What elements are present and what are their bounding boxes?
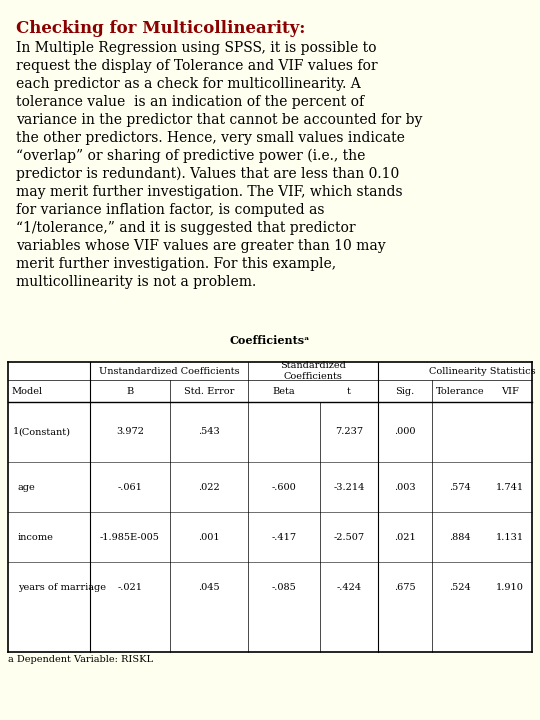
- Text: predictor is redundant). Values that are less than 0.10: predictor is redundant). Values that are…: [16, 167, 399, 181]
- Text: In Multiple Regression using SPSS, it is possible to: In Multiple Regression using SPSS, it is…: [16, 41, 376, 55]
- Text: (Constant): (Constant): [18, 428, 70, 436]
- Text: 7.237: 7.237: [335, 428, 363, 436]
- Text: Std. Error: Std. Error: [184, 387, 234, 395]
- Text: .022: .022: [198, 482, 220, 492]
- Text: -.417: -.417: [272, 533, 296, 541]
- Text: “overlap” or sharing of predictive power (i.e., the: “overlap” or sharing of predictive power…: [16, 149, 366, 163]
- Text: the other predictors. Hence, very small values indicate: the other predictors. Hence, very small …: [16, 131, 405, 145]
- Text: -.600: -.600: [272, 482, 296, 492]
- Text: Standardized
Coefficients: Standardized Coefficients: [280, 361, 346, 381]
- Text: .021: .021: [394, 533, 416, 541]
- Bar: [8, 362, 532, 652]
- Text: “1/tolerance,” and it is suggested that predictor: “1/tolerance,” and it is suggested that …: [16, 221, 356, 235]
- Text: -.424: -.424: [336, 582, 362, 592]
- Text: Coefficientsᵃ: Coefficientsᵃ: [230, 335, 310, 346]
- Text: Unstandardized Coefficients: Unstandardized Coefficients: [99, 366, 239, 376]
- Text: .001: .001: [198, 533, 220, 541]
- Text: -.085: -.085: [272, 582, 296, 592]
- Text: age: age: [18, 482, 36, 492]
- Text: years of marriage: years of marriage: [18, 582, 106, 592]
- Text: income: income: [18, 533, 54, 541]
- Text: .045: .045: [198, 582, 220, 592]
- Text: .543: .543: [198, 428, 220, 436]
- Text: Sig.: Sig.: [395, 387, 415, 395]
- Text: .884: .884: [449, 533, 471, 541]
- Text: -2.507: -2.507: [333, 533, 365, 541]
- Text: 1.910: 1.910: [496, 582, 524, 592]
- Text: 1: 1: [13, 428, 19, 436]
- Text: .000: .000: [394, 428, 416, 436]
- Text: -3.214: -3.214: [333, 482, 365, 492]
- Text: VIF: VIF: [501, 387, 519, 395]
- Text: Collinearity Statistics: Collinearity Statistics: [429, 366, 535, 376]
- Text: variables whose VIF values are greater than 10 may: variables whose VIF values are greater t…: [16, 239, 386, 253]
- Text: multicollinearity is not a problem.: multicollinearity is not a problem.: [16, 275, 256, 289]
- Text: Tolerance: Tolerance: [436, 387, 484, 395]
- Text: request the display of Tolerance and VIF values for: request the display of Tolerance and VIF…: [16, 59, 377, 73]
- Text: may merit further investigation. The VIF, which stands: may merit further investigation. The VIF…: [16, 185, 403, 199]
- Text: variance in the predictor that cannot be accounted for by: variance in the predictor that cannot be…: [16, 113, 422, 127]
- Text: Beta: Beta: [273, 387, 295, 395]
- Text: .675: .675: [394, 582, 416, 592]
- Text: .524: .524: [449, 582, 471, 592]
- Text: -1.985E-005: -1.985E-005: [100, 533, 160, 541]
- Text: -.021: -.021: [118, 582, 143, 592]
- Text: 1.741: 1.741: [496, 482, 524, 492]
- Text: B: B: [126, 387, 133, 395]
- Text: a Dependent Variable: RISKL: a Dependent Variable: RISKL: [8, 655, 153, 664]
- Text: 3.972: 3.972: [116, 428, 144, 436]
- Text: merit further investigation. For this example,: merit further investigation. For this ex…: [16, 257, 336, 271]
- Text: Model: Model: [11, 387, 42, 395]
- Text: t: t: [347, 387, 351, 395]
- Text: for variance inflation factor, is computed as: for variance inflation factor, is comput…: [16, 203, 325, 217]
- Text: .574: .574: [449, 482, 471, 492]
- Text: .003: .003: [394, 482, 416, 492]
- Text: each predictor as a check for multicollinearity. A: each predictor as a check for multicolli…: [16, 77, 361, 91]
- Text: 1.131: 1.131: [496, 533, 524, 541]
- Text: tolerance value  is an indication of the percent of: tolerance value is an indication of the …: [16, 95, 364, 109]
- Text: -.061: -.061: [118, 482, 143, 492]
- Text: Checking for Multicollinearity:: Checking for Multicollinearity:: [16, 20, 306, 37]
